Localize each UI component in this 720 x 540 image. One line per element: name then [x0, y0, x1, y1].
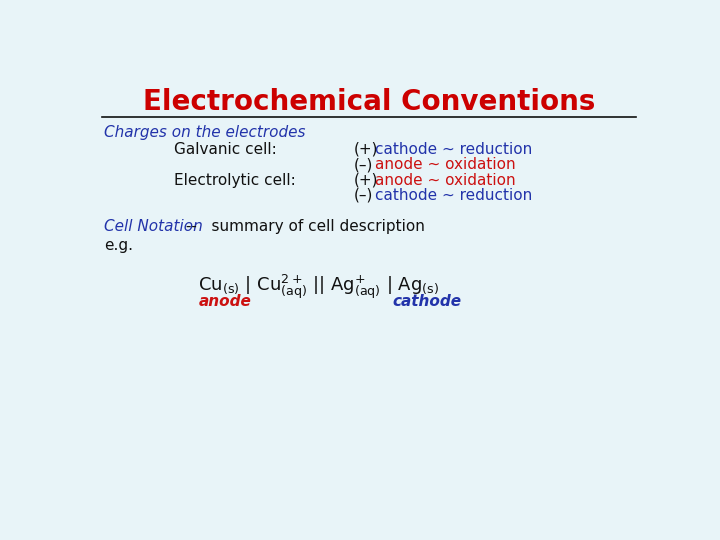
Text: Cell Notation: Cell Notation [104, 219, 203, 234]
Text: (+): (+) [354, 173, 378, 187]
Text: Electrolytic cell:: Electrolytic cell: [174, 173, 295, 187]
Text: cathode ~ reduction: cathode ~ reduction [375, 188, 533, 203]
Text: (–): (–) [354, 157, 373, 172]
Text: anode ~ oxidation: anode ~ oxidation [375, 157, 516, 172]
Text: --   summary of cell description: -- summary of cell description [181, 219, 426, 234]
Text: anode: anode [199, 294, 251, 309]
Text: anode ~ oxidation: anode ~ oxidation [375, 173, 516, 187]
Text: Cu$_{\mathregular{(s)}}$ | Cu$^{\mathregular{2+}}_{\mathregular{(aq)}}$ || Ag$^{: Cu$_{\mathregular{(s)}}$ | Cu$^{\mathreg… [199, 273, 439, 301]
Text: (+): (+) [354, 142, 378, 157]
Text: Electrochemical Conventions: Electrochemical Conventions [143, 88, 595, 116]
Text: cathode: cathode [392, 294, 462, 309]
Text: Charges on the electrodes: Charges on the electrodes [104, 125, 305, 140]
Text: cathode ~ reduction: cathode ~ reduction [375, 142, 533, 157]
Text: Galvanic cell:: Galvanic cell: [174, 142, 276, 157]
Text: (–): (–) [354, 188, 373, 203]
Text: e.g.: e.g. [104, 238, 133, 253]
